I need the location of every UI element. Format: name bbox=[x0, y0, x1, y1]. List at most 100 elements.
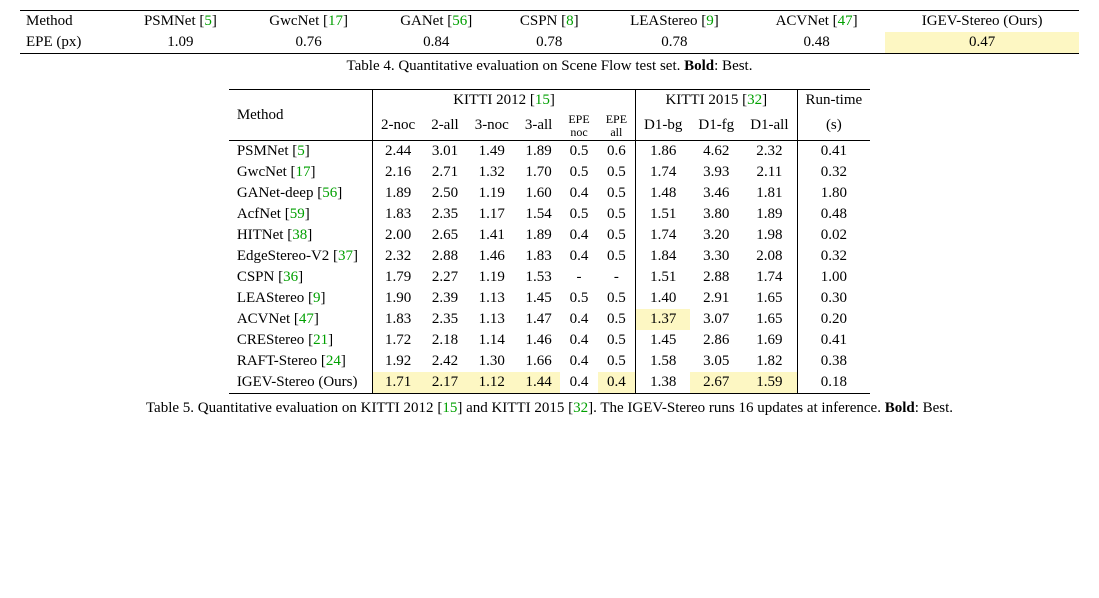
value-cell: 0.38 bbox=[797, 351, 870, 372]
method-cell: LEAStereo [9] bbox=[229, 288, 373, 309]
value-cell: 1.54 bbox=[517, 204, 561, 225]
value-cell: 3.07 bbox=[690, 309, 742, 330]
value-cell: 1.74 bbox=[636, 225, 691, 246]
value-cell: 0.4 bbox=[560, 372, 597, 394]
t5-h-group2: KITTI 2015 [32] bbox=[636, 90, 797, 112]
table-row: EdgeStereo-V2 [37]2.322.881.461.830.40.5… bbox=[229, 246, 870, 267]
cite-link[interactable]: 38 bbox=[292, 227, 307, 243]
t4-col-6: IGEV-Stereo (Ours) bbox=[885, 11, 1079, 33]
value-cell: 4.62 bbox=[690, 141, 742, 163]
value-cell: 1.13 bbox=[467, 309, 517, 330]
cite-link[interactable]: 15 bbox=[535, 92, 550, 108]
value-cell: 1.98 bbox=[742, 225, 797, 246]
cite-link[interactable]: 24 bbox=[326, 353, 341, 369]
value-cell: 1.65 bbox=[742, 288, 797, 309]
value-cell: 0.20 bbox=[797, 309, 870, 330]
cite-link[interactable]: 47 bbox=[299, 311, 314, 327]
value-cell: 1.89 bbox=[517, 225, 561, 246]
value-cell: 2.00 bbox=[373, 225, 424, 246]
t4-col-3: CSPN [8] bbox=[498, 11, 601, 33]
value-cell: 1.49 bbox=[467, 141, 517, 163]
t4-val-4: 0.78 bbox=[601, 32, 748, 54]
cite-link[interactable]: 9 bbox=[313, 290, 321, 306]
cite-link[interactable]: 9 bbox=[706, 13, 714, 29]
t5-h-runtime-top: Run-time bbox=[797, 90, 870, 112]
method-cell: EdgeStereo-V2 [37] bbox=[229, 246, 373, 267]
value-cell: 0.32 bbox=[797, 162, 870, 183]
t4-col-2: GANet [56] bbox=[375, 11, 498, 33]
method-cell: ACVNet [47] bbox=[229, 309, 373, 330]
value-cell: 3.30 bbox=[690, 246, 742, 267]
t5-sub-8: D1-all bbox=[742, 111, 797, 141]
value-cell: 0.41 bbox=[797, 330, 870, 351]
value-cell: 2.86 bbox=[690, 330, 742, 351]
method-cell: GwcNet [17] bbox=[229, 162, 373, 183]
cite-link[interactable]: 36 bbox=[283, 269, 298, 285]
value-cell: 1.60 bbox=[517, 183, 561, 204]
cite-link[interactable]: 21 bbox=[313, 332, 328, 348]
t5-h-runtime-bot: (s) bbox=[797, 111, 870, 141]
cite-link[interactable]: 8 bbox=[566, 13, 574, 29]
value-cell: 2.17 bbox=[423, 372, 467, 394]
value-cell: 2.42 bbox=[423, 351, 467, 372]
cite-link[interactable]: 5 bbox=[297, 143, 305, 159]
value-cell: 1.37 bbox=[636, 309, 691, 330]
cite-link[interactable]: 37 bbox=[338, 248, 353, 264]
t4-caption-prefix: Table 4. Quantitative evaluation on Scen… bbox=[347, 58, 685, 74]
value-cell: 1.86 bbox=[636, 141, 691, 163]
cite-link[interactable]: 17 bbox=[328, 13, 343, 29]
t4-val-0: 1.09 bbox=[118, 32, 242, 54]
cite-link[interactable]: 5 bbox=[204, 13, 212, 29]
value-cell: 1.66 bbox=[517, 351, 561, 372]
table-4-value-row: EPE (px) 1.09 0.76 0.84 0.78 0.78 0.48 0… bbox=[20, 32, 1079, 54]
value-cell: 0.5 bbox=[598, 183, 636, 204]
value-cell: 2.91 bbox=[690, 288, 742, 309]
cite-link[interactable]: 59 bbox=[290, 206, 305, 222]
cite-link[interactable]: 17 bbox=[296, 164, 311, 180]
table-row: HITNet [38]2.002.651.411.890.40.51.743.2… bbox=[229, 225, 870, 246]
value-cell: 2.32 bbox=[742, 141, 797, 163]
method-cell: CREStereo [21] bbox=[229, 330, 373, 351]
value-cell: 0.5 bbox=[598, 162, 636, 183]
value-cell: 0.5 bbox=[598, 351, 636, 372]
value-cell: 2.65 bbox=[423, 225, 467, 246]
table-row: LEAStereo [9]1.902.391.131.450.50.51.402… bbox=[229, 288, 870, 309]
value-cell: 1.40 bbox=[636, 288, 691, 309]
value-cell: 1.83 bbox=[517, 246, 561, 267]
value-cell: 1.70 bbox=[517, 162, 561, 183]
value-cell: 0.5 bbox=[598, 246, 636, 267]
value-cell: 2.32 bbox=[373, 246, 424, 267]
value-cell: 1.82 bbox=[742, 351, 797, 372]
value-cell: 1.74 bbox=[636, 162, 691, 183]
t5-cap-cite1[interactable]: 15 bbox=[442, 400, 457, 416]
value-cell: 0.5 bbox=[598, 204, 636, 225]
value-cell: 0.5 bbox=[598, 309, 636, 330]
value-cell: 0.5 bbox=[598, 225, 636, 246]
value-cell: 1.79 bbox=[373, 267, 424, 288]
value-cell: 2.88 bbox=[423, 246, 467, 267]
t5-cap-cite2[interactable]: 32 bbox=[573, 400, 588, 416]
value-cell: 1.46 bbox=[517, 330, 561, 351]
value-cell: 1.51 bbox=[636, 204, 691, 225]
t4-val-1: 0.76 bbox=[242, 32, 374, 54]
table-5: Method KITTI 2012 [15] KITTI 2015 [32] R… bbox=[229, 89, 870, 394]
value-cell: 1.19 bbox=[467, 183, 517, 204]
cite-link[interactable]: 56 bbox=[322, 185, 337, 201]
cite-link[interactable]: 56 bbox=[452, 13, 467, 29]
value-cell: 1.83 bbox=[373, 204, 424, 225]
method-cell: GANet-deep [56] bbox=[229, 183, 373, 204]
cite-link[interactable]: 32 bbox=[747, 92, 762, 108]
cite-link[interactable]: 47 bbox=[838, 13, 853, 29]
value-cell: 1.14 bbox=[467, 330, 517, 351]
table-row: IGEV-Stereo (Ours)1.712.171.121.440.40.4… bbox=[229, 372, 870, 394]
value-cell: 1.44 bbox=[517, 372, 561, 394]
value-cell: 3.01 bbox=[423, 141, 467, 163]
table-4: Method PSMNet [5] GwcNet [17] GANet [56]… bbox=[20, 10, 1079, 54]
value-cell: 0.4 bbox=[560, 309, 597, 330]
value-cell: 0.5 bbox=[598, 330, 636, 351]
t4-col-1: GwcNet [17] bbox=[242, 11, 374, 33]
t4-col-5: ACVNet [47] bbox=[748, 11, 885, 33]
t4-col-4: LEAStereo [9] bbox=[601, 11, 748, 33]
t4-caption-bold: Bold bbox=[684, 58, 714, 74]
value-cell: 1.17 bbox=[467, 204, 517, 225]
